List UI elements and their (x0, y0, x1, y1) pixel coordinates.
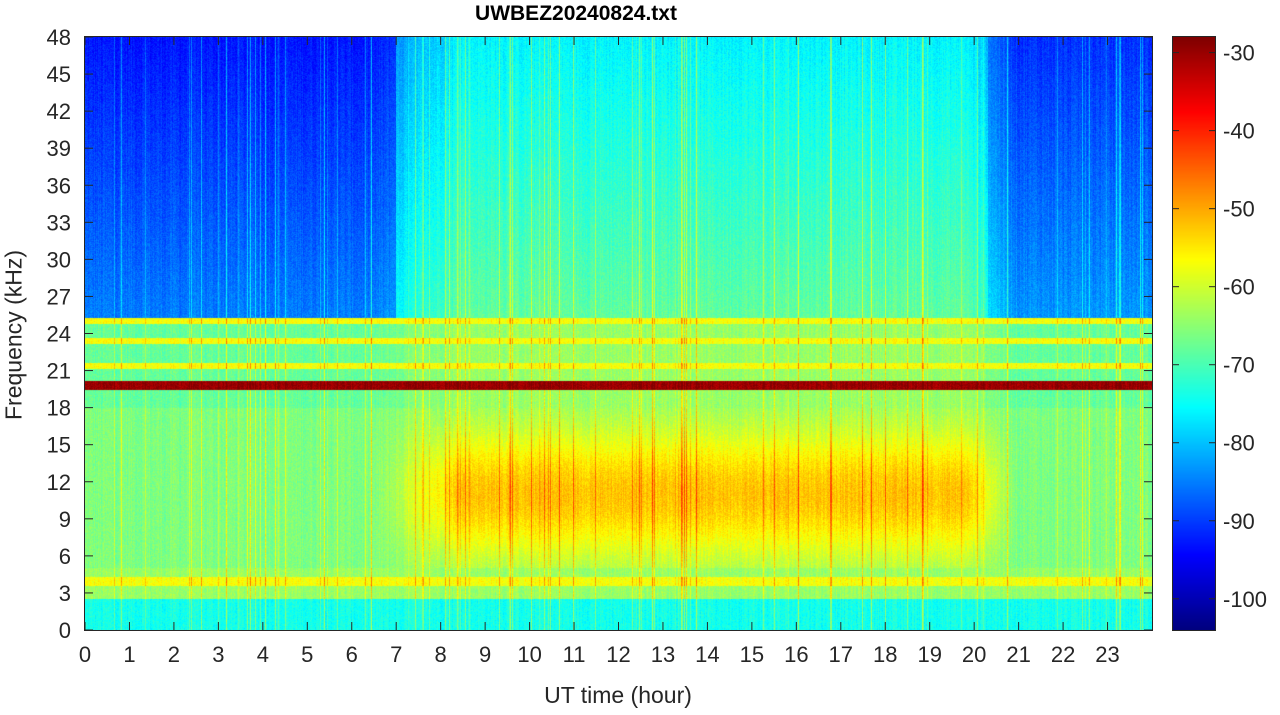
y-tick-label: 0 (59, 618, 71, 643)
colorbar (1172, 36, 1216, 631)
chart-title: UWBEZ20240824.txt (475, 2, 677, 25)
y-tick-label: 18 (47, 396, 71, 421)
colorbar-tick-label: -50 (1223, 197, 1255, 222)
x-tick-label: 10 (517, 642, 541, 667)
y-tick-label: 3 (59, 581, 71, 606)
x-tick-label: 12 (606, 642, 630, 667)
x-tick-label: 8 (435, 642, 447, 667)
y-tick-label: 27 (47, 284, 71, 309)
x-tick-label: 14 (695, 642, 719, 667)
y-axis-label: Frequency (kHz) (0, 250, 27, 420)
y-tick-label: 9 (59, 507, 71, 532)
colorbar-gradient (1173, 37, 1215, 630)
x-tick-label: 1 (123, 642, 135, 667)
colorbar-tick-label: -90 (1223, 509, 1255, 534)
x-tick-label: 9 (479, 642, 491, 667)
x-tick-label: 11 (563, 642, 586, 667)
spectrogram-plot (84, 36, 1153, 631)
colorbar-tick-label: -60 (1223, 275, 1255, 300)
x-tick-label: 23 (1095, 642, 1119, 667)
y-tick-label: 24 (47, 322, 71, 347)
x-tick-label: 0 (79, 642, 91, 667)
y-tick-label: 12 (47, 470, 71, 495)
x-tick-label: 17 (829, 642, 853, 667)
x-tick-label: 7 (390, 642, 402, 667)
y-tick-label: 6 (59, 544, 71, 569)
x-tick-label: 15 (740, 642, 764, 667)
x-tick-label: 4 (257, 642, 269, 667)
y-tick-label: 42 (47, 99, 71, 124)
y-tick-label: 36 (47, 173, 71, 198)
x-axis-label: UT time (hour) (544, 682, 692, 708)
y-tick-label: 30 (47, 247, 71, 272)
x-tick-label: 20 (962, 642, 986, 667)
y-tick-label: 15 (47, 433, 71, 458)
spectrogram-heatmap (85, 37, 1152, 630)
x-tick-label: 22 (1051, 642, 1075, 667)
x-tick-label: 13 (651, 642, 675, 667)
x-tick-label: 3 (212, 642, 224, 667)
y-tick-label: 39 (47, 136, 71, 161)
x-tick-label: 2 (168, 642, 180, 667)
colorbar-tick-label: -80 (1223, 431, 1255, 456)
colorbar-tick-label: -100 (1223, 587, 1267, 612)
y-tick-label: 33 (47, 210, 71, 235)
x-tick-label: 19 (917, 642, 941, 667)
x-tick-label: 18 (873, 642, 897, 667)
colorbar-tick-label: -40 (1223, 119, 1255, 144)
x-tick-label: 21 (1006, 642, 1030, 667)
x-tick-label: 5 (301, 642, 313, 667)
colorbar-tick-label: -70 (1223, 353, 1255, 378)
colorbar-tick-label: -30 (1223, 41, 1255, 66)
y-tick-label: 48 (47, 25, 71, 50)
x-tick-label: 6 (346, 642, 358, 667)
x-tick-label: 16 (784, 642, 808, 667)
y-tick-label: 45 (47, 62, 71, 87)
y-tick-label: 21 (47, 359, 71, 384)
